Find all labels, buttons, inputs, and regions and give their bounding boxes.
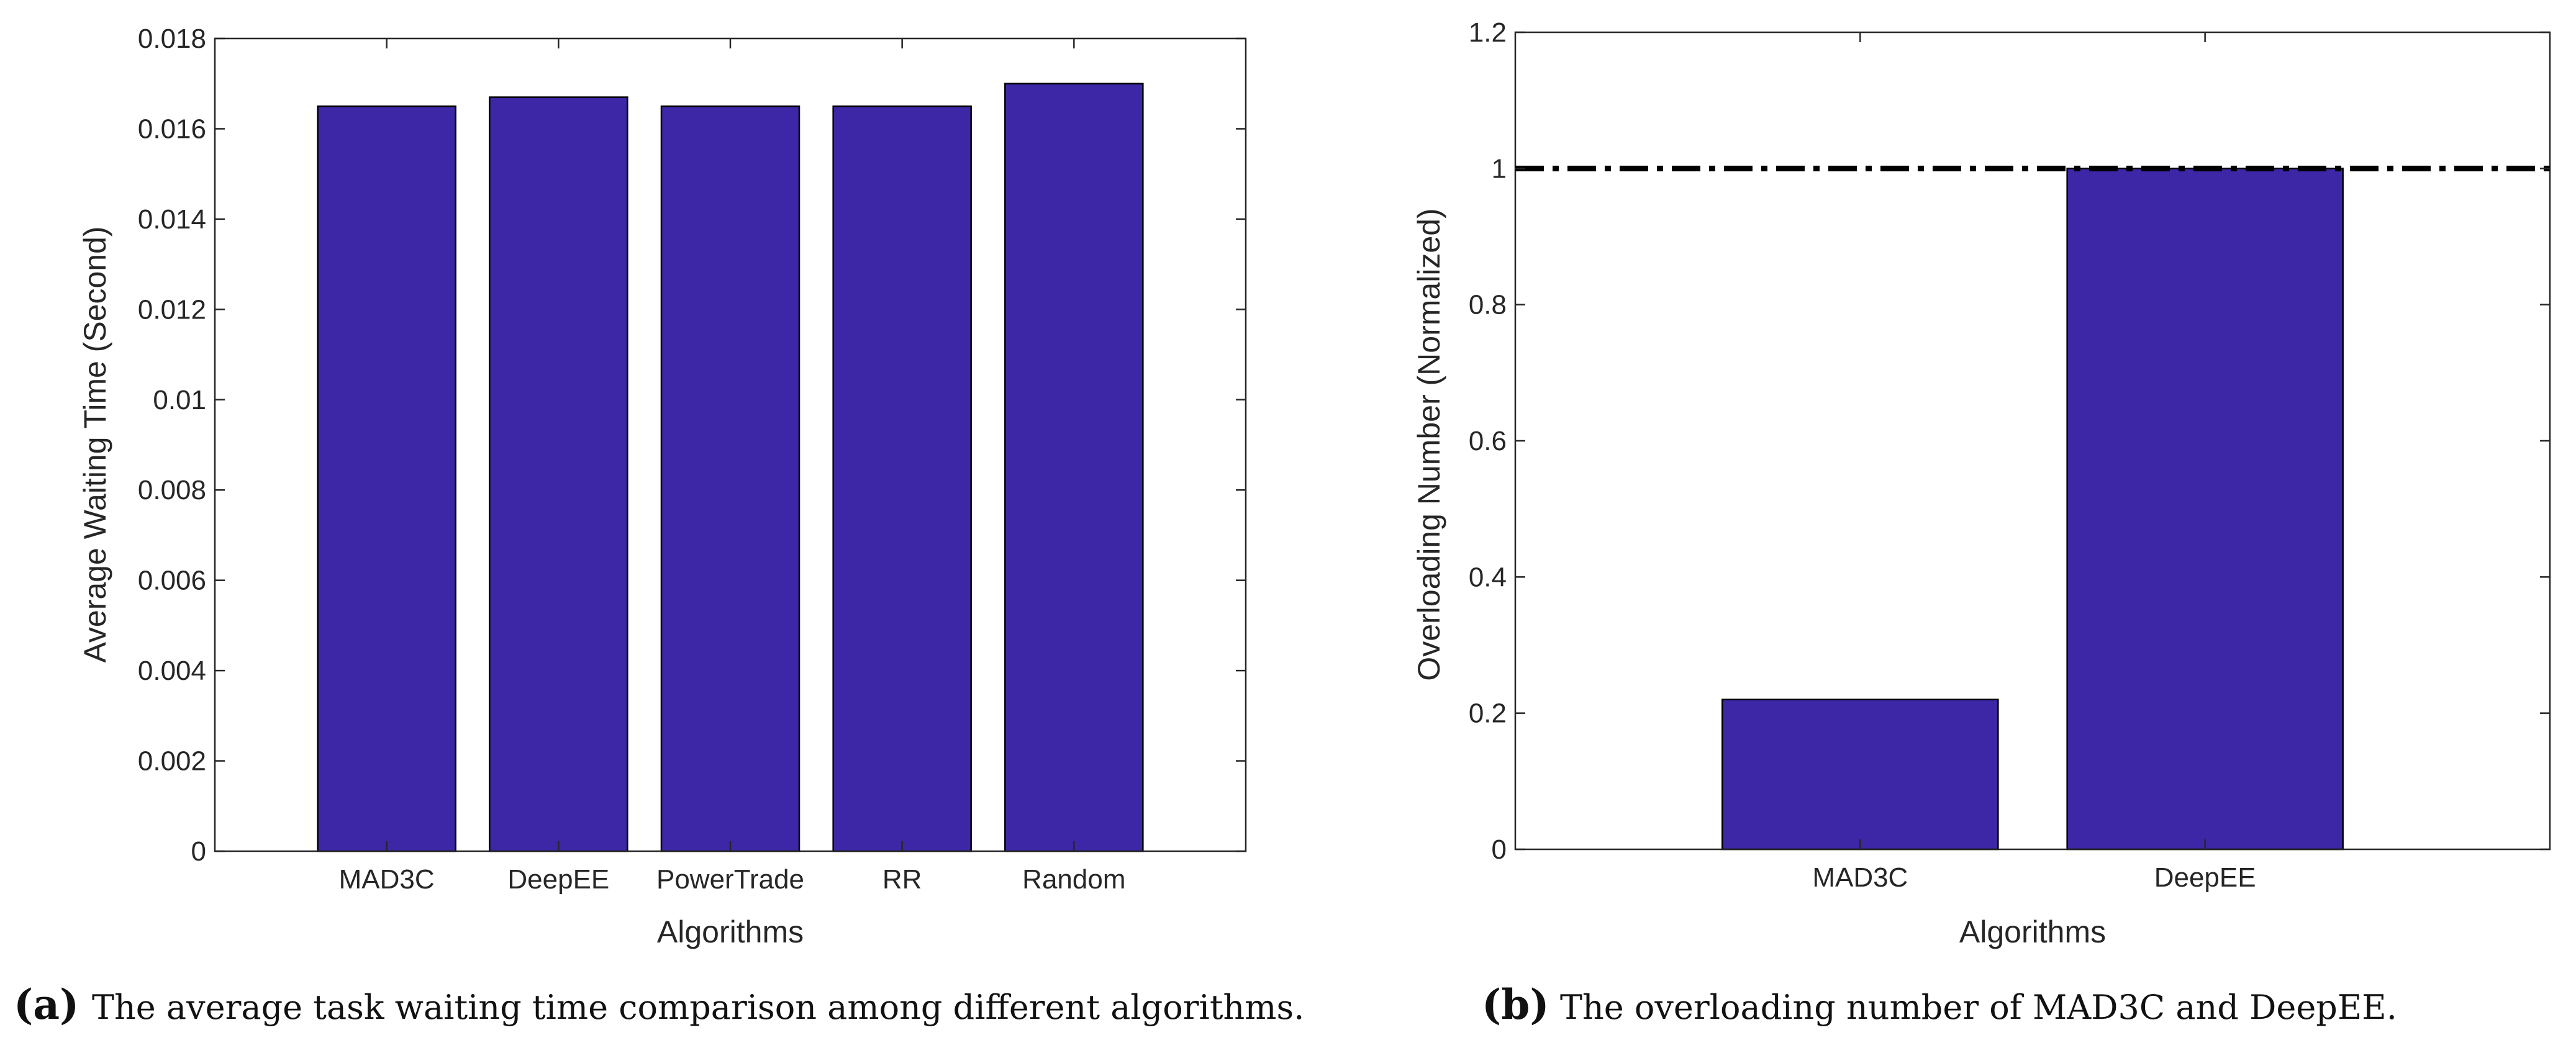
- bar-deepee: [2066, 168, 2344, 851]
- x-tick-label: Random: [1022, 864, 1125, 895]
- y-tick-label: 0.004: [138, 656, 206, 686]
- y-tick-label: 0.002: [138, 746, 206, 777]
- chart-b-x-ticks: MAD3C DeepEE: [1812, 32, 2256, 893]
- chart-b-bars: [1721, 168, 2344, 851]
- caption-a-text: The average task waiting time comparison…: [92, 988, 1304, 1027]
- x-tick-label: MAD3C: [1812, 862, 1908, 893]
- chart-b-y-axis-label: Overloading Number (Normalized): [1412, 208, 1446, 680]
- chart-a-x-ticks: MAD3C DeepEE PowerTrade RR Random: [339, 38, 1125, 895]
- bar-random: [1004, 83, 1144, 852]
- caption-a-label: (a): [14, 980, 79, 1029]
- y-tick-label: 0.012: [138, 294, 206, 325]
- x-tick-label: PowerTrade: [656, 864, 804, 895]
- y-tick-label: 1.2: [1469, 17, 1507, 48]
- bar-mad3c: [1721, 698, 1999, 851]
- y-tick-label: 0.2: [1469, 698, 1507, 729]
- chart-a-waiting-time: 0 0.002 0.004 0.006 0.008 0.01 0.012 0.014 0.016…: [78, 24, 1247, 949]
- y-tick-label: 0.8: [1469, 290, 1507, 320]
- chart-b-overloading: 0 0.2 0.4 0.6 0.8 1 1.2 MAD3C DeepEE Algorithms…: [1412, 17, 2551, 949]
- y-tick-label: 0: [191, 836, 206, 867]
- chart-a-y-axis-label: Average Waiting Time (Second): [78, 226, 112, 662]
- y-tick-label: 0.6: [1469, 426, 1507, 456]
- y-tick-label: 0.008: [138, 475, 206, 505]
- axes-box: [1514, 31, 2551, 851]
- x-tick-label: DeepEE: [507, 864, 609, 895]
- caption-b: (b) The overloading number of MAD3C and …: [1482, 980, 2397, 1029]
- chart-a-x-axis-label: Algorithms: [657, 915, 804, 949]
- bar-mad3c: [317, 105, 456, 852]
- caption-b-label: (b): [1482, 980, 1549, 1029]
- chart-a-bars: [317, 83, 1144, 852]
- chart-b-y-ticks: 0 0.2 0.4 0.6 0.8 1 1.2: [1469, 17, 2550, 865]
- chart-b-axes: [1514, 31, 2551, 851]
- y-tick-label: 0.4: [1469, 562, 1507, 592]
- x-tick-label: MAD3C: [339, 864, 435, 895]
- bar-powertrade: [660, 105, 800, 852]
- chart-a-y-ticks: 0 0.002 0.004 0.006 0.008 0.01 0.012 0.014 0.016…: [138, 24, 1246, 867]
- y-tick-label: 0.01: [153, 385, 206, 415]
- y-tick-label: 0: [1492, 834, 1507, 865]
- caption-b-text: The overloading number of MAD3C and Deep…: [1560, 988, 2397, 1027]
- y-tick-label: 0.016: [138, 114, 206, 144]
- y-tick-label: 0.006: [138, 566, 206, 596]
- chart-b-x-axis-label: Algorithms: [1959, 915, 2106, 949]
- x-tick-label: RR: [882, 864, 922, 895]
- bar-deepee: [489, 96, 628, 852]
- bar-rr: [832, 105, 972, 852]
- y-tick-label: 0.014: [138, 204, 206, 235]
- x-tick-label: DeepEE: [2154, 862, 2256, 893]
- caption-a: (a) The average task waiting time compar…: [14, 980, 1304, 1029]
- y-tick-label: 1: [1492, 153, 1507, 184]
- y-tick-label: 0.018: [138, 24, 206, 54]
